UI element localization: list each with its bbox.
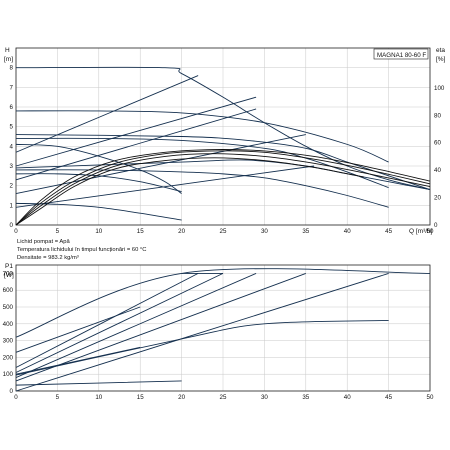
power-tick-label: 100	[3, 371, 14, 378]
head-plot-frame	[15, 47, 431, 226]
flow-tick-label: 30	[261, 228, 268, 235]
eta-tick-label: 80	[434, 112, 441, 119]
power-curve	[15, 273, 199, 368]
power-tick-label: 400	[3, 321, 14, 328]
power-flow-tick-label: 15	[137, 394, 144, 401]
power-plot: 0 5 10 15 20 25 30 35 40 45 5001002003004005006007…	[3, 263, 434, 401]
flow-axis-title: Q [m³/h]	[409, 228, 433, 235]
eta-tick-label: 60	[434, 140, 441, 147]
power-tick-label: 0	[10, 388, 14, 395]
fluid-notes: Lichid pompat = Apă Temperatura lichidul…	[17, 239, 146, 261]
power-axis-title: P1	[5, 263, 13, 270]
power-tick-label: 300	[3, 338, 14, 345]
head-axis-title: H	[5, 47, 10, 54]
power-curve	[15, 272, 224, 373]
power-flow-tick-label: 0	[14, 394, 18, 401]
flow-tick-label: 0	[14, 228, 18, 235]
power-flow-tick-label: 35	[302, 394, 309, 401]
flow-tick-label: 50	[427, 228, 434, 235]
power-curve	[15, 380, 182, 386]
power-tick-label: 700	[3, 270, 14, 277]
power-tick-labels: 0 5 10 15 20 25 30 35 40 45 5001002003004005006007…	[3, 270, 434, 401]
power-flow-tick-label: 30	[261, 394, 268, 401]
efficiency-curve	[15, 149, 431, 226]
head-tick-label: 2	[10, 183, 14, 190]
head-curves	[15, 66, 431, 226]
power-curve	[15, 272, 389, 392]
power-curves	[15, 268, 431, 392]
eta-tick-label: 40	[434, 167, 441, 174]
head-plot: 0 5 10 15 20 25 30 35 40 45 5001234567802040608010…	[4, 47, 446, 235]
power-plot-frame	[15, 264, 431, 392]
head-tick-label: 0	[10, 222, 14, 229]
head-axis-unit: [m]	[4, 56, 13, 63]
power-flow-tick-label: 40	[344, 394, 351, 401]
head-tick-label: 3	[10, 163, 14, 170]
eta-axis-unit: [%]	[436, 56, 446, 63]
power-curve	[15, 319, 389, 376]
model-label-box	[373, 48, 429, 60]
head-curve	[15, 134, 431, 191]
flow-tick-label: 20	[178, 228, 185, 235]
power-tick-label: 200	[3, 354, 14, 361]
note-density: Densitate = 983.2 kg/m³	[17, 255, 79, 261]
head-curve	[15, 134, 306, 194]
model-label: MAGNA1 80-60 F	[377, 52, 426, 59]
head-curve	[15, 108, 257, 181]
head-curve	[15, 75, 199, 153]
note-fluid: Lichid pompat = Apă	[17, 239, 70, 245]
head-tick-labels: 0 5 10 15 20 25 30 35 40 45 5001234567802040608010…	[10, 65, 445, 235]
power-curve	[15, 272, 257, 378]
eta-tick-label: 20	[434, 195, 441, 202]
head-curve	[15, 137, 389, 189]
power-grid	[15, 265, 431, 392]
power-flow-tick-label: 10	[95, 394, 102, 401]
head-curve	[15, 165, 315, 208]
head-curve	[15, 110, 389, 163]
head-curve	[15, 143, 182, 194]
eta-axis-title: eta	[436, 47, 445, 54]
power-flow-tick-label: 5	[56, 394, 60, 401]
head-tick-label: 8	[10, 65, 14, 72]
flow-tick-label: 35	[302, 228, 309, 235]
head-tick-label: 5	[10, 124, 14, 131]
power-tick-label: 500	[3, 304, 14, 311]
flow-tick-label: 45	[385, 228, 392, 235]
power-curve	[15, 346, 141, 375]
eta-tick-label: 100	[434, 85, 445, 92]
head-curve	[15, 96, 257, 167]
efficiency-curve	[15, 150, 431, 226]
flow-tick-label: 5	[56, 228, 60, 235]
flow-tick-label: 15	[137, 228, 144, 235]
power-flow-tick-label: 45	[385, 394, 392, 401]
note-temperature: Temperatura lichidului în timpul funcțio…	[17, 247, 146, 253]
power-flow-tick-label: 50	[427, 394, 434, 401]
flow-tick-label: 25	[220, 228, 227, 235]
head-tick-label: 6	[10, 104, 14, 111]
head-curve	[15, 173, 182, 193]
efficiency-curve	[15, 157, 364, 226]
power-axis-unit: [W]	[4, 272, 14, 279]
power-flow-tick-label: 20	[178, 394, 185, 401]
head-curve	[15, 169, 389, 208]
power-flow-tick-label: 25	[220, 394, 227, 401]
power-curve	[15, 272, 306, 382]
flow-tick-label: 40	[344, 228, 351, 235]
flow-tick-label: 10	[95, 228, 102, 235]
power-tick-label: 600	[3, 287, 14, 294]
power-curve	[15, 306, 141, 353]
efficiency-curve	[15, 153, 431, 226]
head-tick-label: 1	[10, 202, 14, 209]
head-tick-label: 4	[10, 143, 14, 150]
eta-tick-label: 0	[434, 222, 438, 229]
head-tick-label: 7	[10, 84, 14, 91]
